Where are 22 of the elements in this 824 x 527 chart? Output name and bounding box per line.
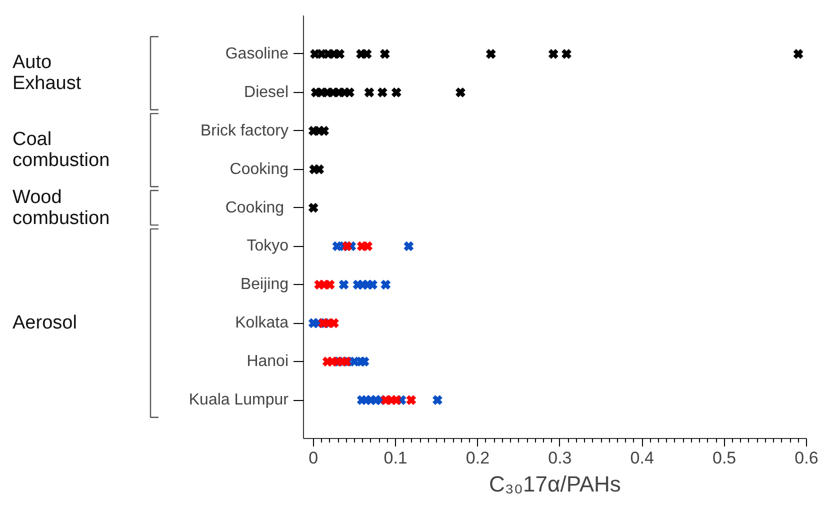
- y-tick-label: Gasoline: [225, 45, 289, 62]
- text: Aerosol: [12, 312, 77, 334]
- x-tick-label: 0.5: [712, 448, 736, 468]
- y-tick-label: Hanoi: [246, 353, 289, 370]
- x-tick-label: 0.2: [466, 448, 490, 468]
- text: Wood combustion: [12, 186, 110, 229]
- x-tick-label: 0.4: [630, 448, 654, 468]
- x-tick-label: 0.3: [548, 448, 572, 468]
- x-tick-label: 0: [308, 448, 318, 468]
- text: Auto Exhaust: [12, 52, 82, 94]
- x-axis-title: C₃₀17α/PAHs: [489, 472, 621, 496]
- text: Coal combustion: [12, 129, 110, 172]
- x-tick-label: 0.6: [794, 448, 818, 468]
- x-tick-label: 0.1: [384, 448, 408, 468]
- y-tick-label: Brick factory: [200, 122, 288, 140]
- y-tick-label: Kolkata: [235, 314, 289, 332]
- y-tick-label: Kuala Lumpur: [188, 392, 290, 409]
- y-tick-label: Cooking: [230, 160, 288, 178]
- y-tick-label: Diesel: [244, 84, 289, 101]
- y-tick-label: Tokyo: [246, 238, 289, 255]
- y-tick-label: Beijing: [240, 276, 288, 294]
- y-tick-label: Cooking: [225, 199, 284, 216]
